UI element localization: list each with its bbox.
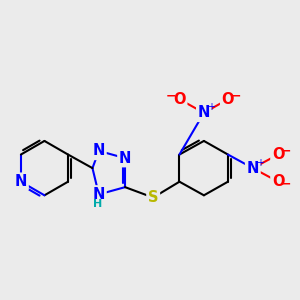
Text: N: N [93,187,105,202]
Text: N: N [93,143,105,158]
Text: −: − [281,178,292,190]
Text: +: + [256,158,264,168]
Text: O: O [272,174,284,189]
Text: N: N [198,105,210,120]
Text: −: − [281,144,292,158]
Text: −: − [231,89,241,102]
Text: O: O [222,92,234,107]
Text: N: N [119,151,131,166]
Text: S: S [148,190,158,205]
Text: O: O [272,147,284,162]
Text: H: H [93,200,103,209]
Text: N: N [247,160,259,175]
Text: +: + [207,102,215,112]
Text: −: − [166,89,176,102]
Text: O: O [173,92,186,107]
Text: N: N [15,174,27,189]
